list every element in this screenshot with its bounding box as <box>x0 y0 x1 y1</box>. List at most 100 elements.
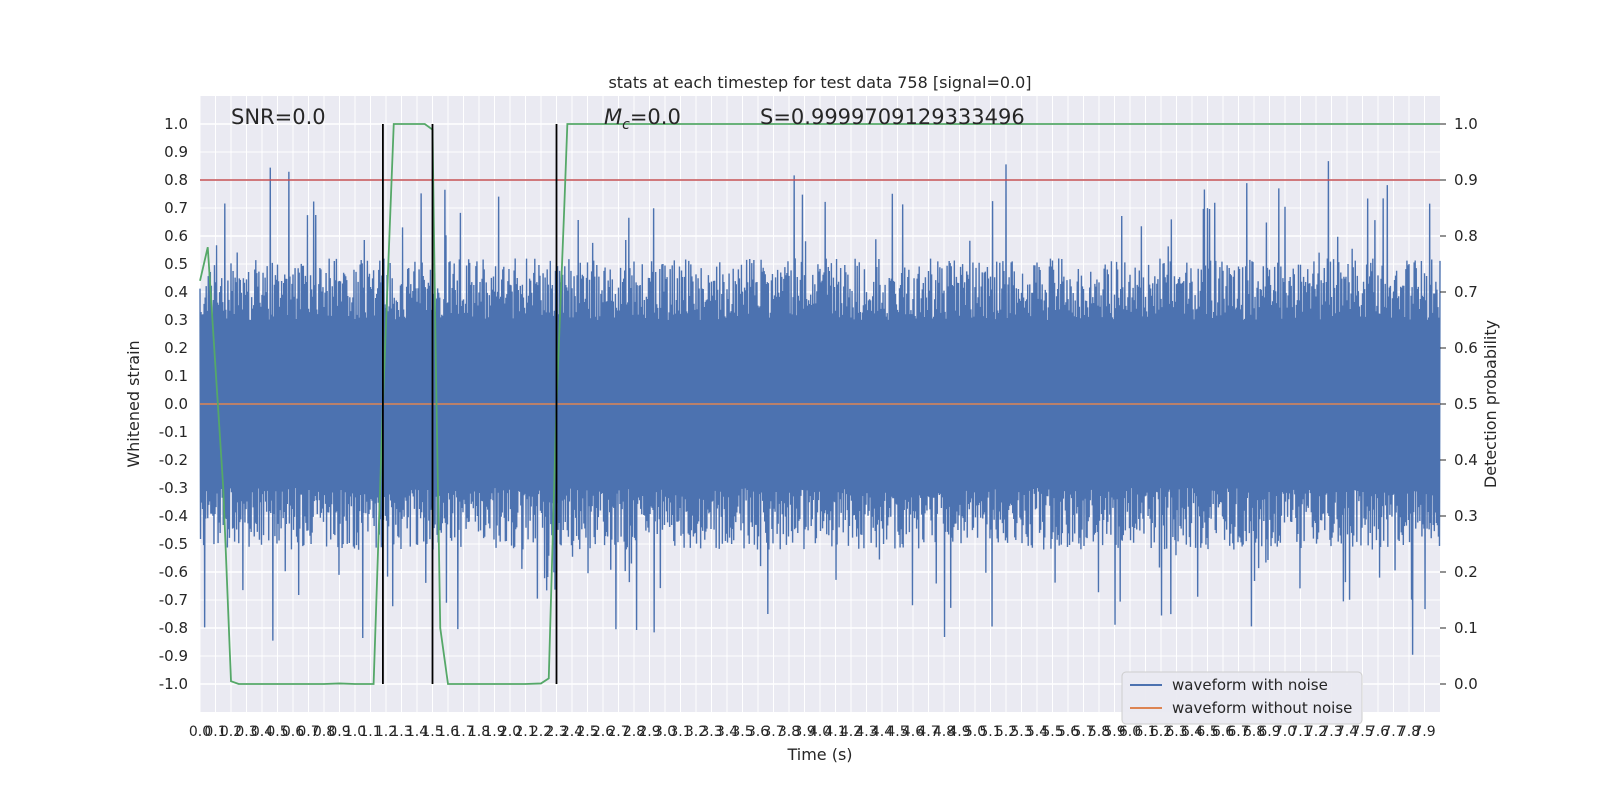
x-tick-label: 2.1 <box>514 724 536 740</box>
x-tick-label: 3.3 <box>700 724 722 740</box>
x-tick-label: 7.9 <box>1413 724 1435 740</box>
x-tick-label: 0.0 <box>189 724 211 740</box>
x-tick-label: 4.2 <box>840 724 862 740</box>
x-tick-label: 1.7 <box>452 724 474 740</box>
chirp-mass-value: =0.0 <box>630 105 681 129</box>
x-tick-label: 1.4 <box>406 724 428 740</box>
x-tick-label: 0.8 <box>313 724 335 740</box>
x-tick-label: 1.6 <box>437 724 459 740</box>
left-y-tick-label: -0.7 <box>159 591 188 609</box>
x-tick-label: 1.2 <box>375 724 397 740</box>
x-tick-label: 2.0 <box>499 724 521 740</box>
x-ticks: 0.00.10.20.30.40.50.60.70.80.91.01.11.21… <box>189 724 1436 740</box>
right-y-ticks: 1.0 0.9 0.8 0.7 0.6 0.5 0.4 0.3 0.2 0.1 0.0 <box>1440 115 1478 693</box>
x-tick-label: 6.0 <box>1119 724 1141 740</box>
x-tick-label: 6.3 <box>1165 724 1187 740</box>
x-tick-label: 3.7 <box>762 724 784 740</box>
x-tick-label: 0.1 <box>204 724 226 740</box>
left-y-axis-label: Whitened strain <box>124 340 143 467</box>
left-y-ticks: 1.0 0.9 0.8 0.7 0.6 0.5 0.4 0.3 0.2 0.1 0.0 -0.1 -0.… <box>159 115 188 693</box>
legend-box <box>1121 671 1363 725</box>
left-y-tick-label: 0.2 <box>164 339 188 357</box>
x-tick-label: 5.8 <box>1088 724 1110 740</box>
right-y-tick-label: 0.9 <box>1454 171 1478 189</box>
x-tick-label: 0.5 <box>266 724 288 740</box>
x-tick-label: 2.4 <box>561 724 583 740</box>
chirp-mass-subscript: c <box>622 117 630 133</box>
series-detection-probability <box>199 123 1440 685</box>
x-tick-label: 2.8 <box>623 724 645 740</box>
left-y-tick-label: -0.2 <box>159 451 188 469</box>
left-y-tick-label: 0.4 <box>164 283 188 301</box>
x-tick-label: 0.4 <box>251 724 273 740</box>
x-tick-label: 1.3 <box>390 724 412 740</box>
x-tick-label: 7.4 <box>1336 724 1358 740</box>
x-tick-label: 2.9 <box>638 724 660 740</box>
x-tick-label: 5.2 <box>995 724 1017 740</box>
x-tick-label: 7.3 <box>1320 724 1342 740</box>
x-tick-label: 7.6 <box>1367 724 1389 740</box>
chart-title: stats at each timestep for test data 758… <box>608 73 1031 92</box>
x-tick-label: 7.7 <box>1382 724 1404 740</box>
right-y-tick-label: 0.3 <box>1454 507 1478 525</box>
x-tick-label: 4.5 <box>886 724 908 740</box>
right-y-tick-label: 0.1 <box>1454 619 1478 637</box>
left-y-tick-label: -0.6 <box>159 563 188 581</box>
x-tick-label: 6.6 <box>1212 724 1234 740</box>
x-tick-label: 3.6 <box>747 724 769 740</box>
x-tick-label: 3.1 <box>669 724 691 740</box>
right-y-tick-label: 0.7 <box>1454 283 1478 301</box>
x-tick-label: 6.4 <box>1181 724 1203 740</box>
x-tick-label: 1.5 <box>421 724 443 740</box>
x-tick-label: 5.3 <box>1010 724 1032 740</box>
x-tick-label: 6.1 <box>1134 724 1156 740</box>
x-tick-label: 7.1 <box>1289 724 1311 740</box>
left-y-tick-label: -0.3 <box>159 479 188 497</box>
x-tick-label: 6.8 <box>1243 724 1265 740</box>
x-tick-label: 6.9 <box>1258 724 1280 740</box>
left-y-tick-label: 0.6 <box>164 227 188 245</box>
series-waveform-with-noise <box>199 161 1441 655</box>
x-tick-label: 2.3 <box>545 724 567 740</box>
left-y-tick-label: 0.3 <box>164 311 188 329</box>
left-y-tick-label: 0.1 <box>164 367 188 385</box>
x-tick-label: 5.4 <box>1026 724 1048 740</box>
x-tick-label: 4.7 <box>917 724 939 740</box>
x-tick-label: 7.0 <box>1274 724 1296 740</box>
x-tick-label: 6.5 <box>1196 724 1218 740</box>
x-tick-label: 0.3 <box>235 724 257 740</box>
chirp-mass-annotation: Mc=0.0 <box>604 105 681 133</box>
right-y-tick-label: 0.8 <box>1454 227 1478 245</box>
left-y-tick-label: 0.5 <box>164 255 188 273</box>
x-tick-label: 6.2 <box>1150 724 1172 740</box>
x-tick-label: 4.1 <box>824 724 846 740</box>
line-series <box>199 123 1440 685</box>
x-tick-label: 2.7 <box>607 724 629 740</box>
x-tick-label: 1.1 <box>359 724 381 740</box>
x-tick-label: 3.9 <box>793 724 815 740</box>
left-y-tick-label: 1.0 <box>164 115 188 133</box>
x-tick-label: 1.8 <box>468 724 490 740</box>
x-tick-label: 4.4 <box>871 724 893 740</box>
x-tick-label: 4.9 <box>948 724 970 740</box>
x-tick-label: 1.9 <box>483 724 505 740</box>
x-tick-label: 5.6 <box>1057 724 1079 740</box>
x-tick-label: 0.6 <box>282 724 304 740</box>
left-y-tick-label: -1.0 <box>159 675 188 693</box>
x-tick-label: 3.2 <box>685 724 707 740</box>
left-y-tick-label: -0.4 <box>159 507 188 525</box>
x-tick-label: 3.5 <box>731 724 753 740</box>
x-tick-label: 4.6 <box>902 724 924 740</box>
left-y-tick-label: 0.9 <box>164 143 188 161</box>
x-tick-label: 0.2 <box>220 724 242 740</box>
snr-annotation: SNR=0.0 <box>231 105 326 129</box>
left-y-tick-label: -0.9 <box>159 647 188 665</box>
x-tick-label: 5.7 <box>1072 724 1094 740</box>
x-tick-label: 4.8 <box>933 724 955 740</box>
left-y-tick-label: -0.1 <box>159 423 188 441</box>
left-y-tick-label: -0.8 <box>159 619 188 637</box>
x-tick-label: 0.7 <box>297 724 319 740</box>
x-tick-label: 1.0 <box>344 724 366 740</box>
right-y-tick-label: 0.5 <box>1454 395 1478 413</box>
